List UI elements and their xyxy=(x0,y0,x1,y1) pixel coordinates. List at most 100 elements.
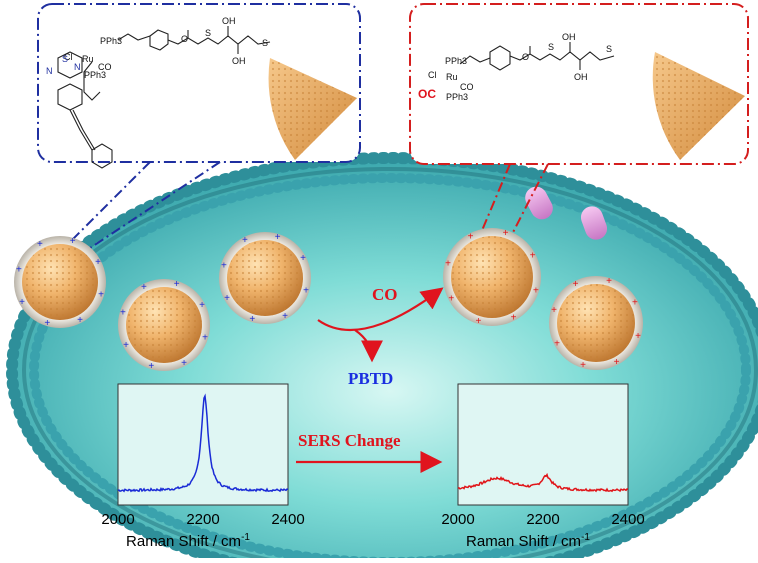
surface-ligand-mark: + xyxy=(275,232,281,243)
surface-ligand-mark: + xyxy=(445,258,451,269)
pink-protein xyxy=(580,206,608,240)
co-label: CO xyxy=(98,62,112,72)
surface-ligand-mark: + xyxy=(551,305,557,316)
x-tick-label: 2200 xyxy=(186,511,219,528)
surface-ligand-mark: + xyxy=(303,286,309,297)
spectrum-after: 2000 2200 2400 Raman Shift / cm-1 xyxy=(441,383,645,550)
cl-label: Cl xyxy=(64,52,73,62)
surface-ligand-mark: + xyxy=(606,276,612,287)
surface-ligand-mark: + xyxy=(44,318,50,329)
surface-ligand-mark: + xyxy=(77,315,83,326)
left-zoom-connector xyxy=(59,161,151,253)
surface-ligand-mark: + xyxy=(141,282,147,293)
surface-ligand-mark: + xyxy=(19,297,25,308)
left-zoom-connector xyxy=(74,161,221,259)
btd-n2-label: N xyxy=(74,62,81,72)
surface-ligand-mark: + xyxy=(202,333,208,344)
s1-label: S xyxy=(548,42,554,52)
right-zoom-connector xyxy=(505,163,549,247)
right-zoom-connector xyxy=(477,163,511,241)
surface-ligand-mark: + xyxy=(530,251,536,262)
co-label: CO xyxy=(460,82,474,92)
membrane-outer-beads xyxy=(6,152,758,563)
oh-top-label: OH xyxy=(562,32,576,42)
surface-ligand-mark: + xyxy=(70,236,76,247)
x-tick-label: 2000 xyxy=(441,511,474,528)
surface-ligand-mark: + xyxy=(242,235,248,246)
pph3-bottom-label: PPh3 xyxy=(84,70,106,80)
surface-ligand-mark: + xyxy=(199,300,205,311)
surface-ligand-mark: + xyxy=(221,260,227,271)
right-molecule-panel: PPh3 Cl Ru CO OC PPh3 O S OH OH S xyxy=(409,3,749,165)
gold-nanoparticle: + + + + + + + + xyxy=(14,236,106,329)
surface-ligand-mark: + xyxy=(614,357,620,368)
spectrum-frame xyxy=(457,383,629,506)
surface-ligand-mark: + xyxy=(511,313,517,324)
x-tick-label: 2400 xyxy=(611,511,644,528)
sers-change-label: SERS Change xyxy=(298,431,401,450)
ru-label: Ru xyxy=(82,54,94,64)
btd-n1-label: N xyxy=(46,66,53,76)
oh-top-label: OH xyxy=(222,16,236,26)
x-tick-label: 2200 xyxy=(526,511,559,528)
surface-ligand-mark: + xyxy=(448,294,454,305)
surface-ligand-mark: + xyxy=(503,228,509,239)
ester-o-label: O xyxy=(522,52,529,62)
left-linker-chain xyxy=(57,26,271,169)
spectrum-trace xyxy=(117,393,289,493)
x-axis-label: Raman Shift / cm-1 xyxy=(126,532,250,550)
oh-bottom-label: OH xyxy=(232,56,246,66)
gold-nanoparticle: + + + + + + + + xyxy=(549,276,643,371)
surface-ligand-mark: + xyxy=(249,314,255,325)
surface-ligand-mark: + xyxy=(95,257,101,268)
surface-ligand-mark: + xyxy=(533,286,539,297)
reaction-arrow xyxy=(317,287,444,332)
release-arrow xyxy=(354,329,383,363)
right-linker-chain xyxy=(459,42,615,71)
surface-ligand-mark: + xyxy=(181,358,187,369)
pph3-top-label: PPh3 xyxy=(445,56,467,66)
membrane-tails xyxy=(22,167,758,563)
surface-ligand-mark: + xyxy=(632,298,638,309)
left-molecule-panel: PPh3 Cl Ru CO PPh3 O S OH OH S N S N xyxy=(37,3,361,169)
s2-label: S xyxy=(606,44,612,54)
surface-ligand-mark: + xyxy=(554,339,560,350)
spectrum-trace xyxy=(457,472,629,493)
surface-ligand-mark: + xyxy=(580,360,586,371)
surface-ligand-mark: + xyxy=(635,331,641,342)
surface-ligand-mark: + xyxy=(98,290,104,301)
x-axis-label: Raman Shift / cm-1 xyxy=(466,532,590,550)
surface-ligand-mark: + xyxy=(174,279,180,290)
nanoparticles: + + + + + + + + + + + + + + + + + + + + + + + + + + + + + + + + + + + + + + + + xyxy=(14,228,643,372)
pph3-top-label: PPh3 xyxy=(100,36,122,46)
surface-ligand-mark: + xyxy=(16,264,22,275)
x-tick-label: 2000 xyxy=(101,511,134,528)
surface-ligand-mark: + xyxy=(468,231,474,242)
oc-label: OC xyxy=(418,87,436,101)
pph3-bottom-label: PPh3 xyxy=(446,92,468,102)
surface-ligand-mark: + xyxy=(300,253,306,264)
surface-ligand-mark: + xyxy=(37,239,43,250)
surface-ligand-mark: + xyxy=(148,361,154,372)
surface-ligand-mark: + xyxy=(120,307,126,318)
surface-ligand-mark: + xyxy=(475,316,481,327)
btd-s-label: S xyxy=(62,54,68,64)
co-gas-label: CO xyxy=(372,285,398,304)
s2-label: S xyxy=(262,38,268,48)
gold-nanoparticle: + + + + + + + + xyxy=(443,228,541,327)
ester-o-label: O xyxy=(181,34,188,44)
ru-label: Ru xyxy=(446,72,458,82)
surface-ligand-mark: + xyxy=(282,311,288,322)
oh-bottom-label: OH xyxy=(574,72,588,82)
spectrum-before: 2000 2200 2400 Raman Shift / cm-1 xyxy=(101,383,305,550)
s1-label: S xyxy=(205,28,211,38)
surface-ligand-mark: + xyxy=(573,279,579,290)
surface-ligand-mark: + xyxy=(123,340,129,351)
gold-nanoparticle: + + + + + + + + xyxy=(219,232,311,325)
pbtd-label: PBTD xyxy=(348,369,393,388)
surface-ligand-mark: + xyxy=(224,293,230,304)
gold-nanoparticle: + + + + + + + + xyxy=(118,279,210,372)
cl-label: Cl xyxy=(428,70,437,80)
